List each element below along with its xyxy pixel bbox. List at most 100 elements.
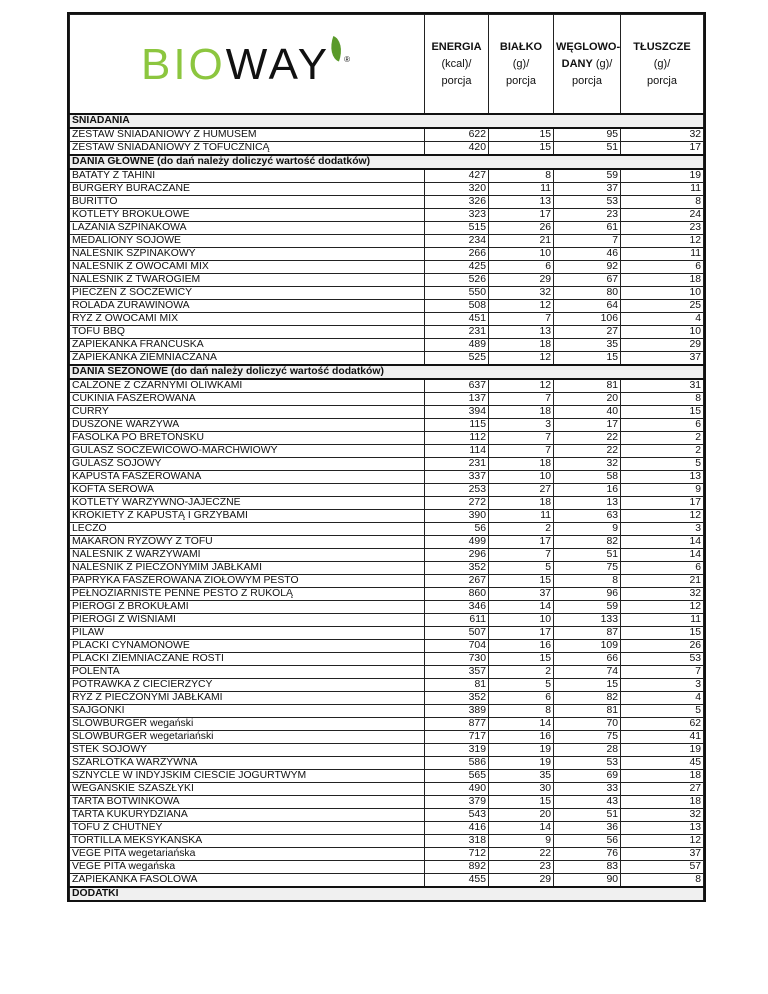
- dish-name: KOTLETY BROKUŁOWE: [69, 208, 425, 222]
- fat-value: 32: [620, 587, 704, 601]
- dish-name: TORTILLA MEKSYKAŃSKA: [69, 834, 425, 848]
- energy-value: 112: [424, 431, 489, 445]
- carbs-value: 15: [553, 351, 621, 366]
- carbs-value: 67: [553, 273, 621, 287]
- protein-value: 18: [488, 457, 554, 471]
- nutrition-sheet: BIO WAY ® ENERGIA (kcal)/porcja BIAŁKO (g)/p…: [67, 12, 706, 902]
- carbs-value: 75: [553, 561, 621, 575]
- fat-value: 5: [620, 457, 704, 471]
- fat-value: 4: [620, 312, 704, 326]
- carbs-value: 36: [553, 821, 621, 835]
- fat-value: 17: [620, 141, 704, 156]
- section-header: DODATKI: [69, 886, 704, 902]
- fat-value: 6: [620, 561, 704, 575]
- fat-value: 3: [620, 678, 704, 692]
- nutrition-table: BIO WAY ® ENERGIA (kcal)/porcja BIAŁKO (g)/p…: [69, 14, 704, 902]
- dish-name: SZNYCLE W INDYJSKIM CIEŚCIE JOGURTWYM: [69, 769, 425, 783]
- energy-value: 323: [424, 208, 489, 222]
- carbs-value: 8: [553, 574, 621, 588]
- fat-value: 10: [620, 286, 704, 300]
- energy-value: 253: [424, 483, 489, 497]
- carbs-value: 40: [553, 405, 621, 419]
- fat-value: 19: [620, 168, 704, 183]
- carbs-value: 75: [553, 730, 621, 744]
- dish-name: CALZONE Z CZARNYMI OLIWKAMI: [69, 378, 425, 393]
- dish-name: GULASZ SOCZEWICOWO-MARCHWIOWY: [69, 444, 425, 458]
- protein-value: 13: [488, 195, 554, 209]
- carbs-value: 37: [553, 182, 621, 196]
- fat-value: 3: [620, 522, 704, 536]
- energy-value: 490: [424, 782, 489, 796]
- table-row: ROLADA ŻURAWINOWA 508 12 64 25: [69, 299, 704, 313]
- energy-value: 272: [424, 496, 489, 510]
- carbs-value: 15: [553, 678, 621, 692]
- table-row: LAZANIA SZPINAKOWA 515 26 61 23: [69, 221, 704, 235]
- dish-name: BURITTO: [69, 195, 425, 209]
- dish-name: MAKARON RYŻOWY Z TOFU: [69, 535, 425, 549]
- carbs-value: 61: [553, 221, 621, 235]
- header-row: BIO WAY ® ENERGIA (kcal)/porcja BIAŁKO (g)/p…: [69, 14, 704, 115]
- energy-value: 611: [424, 613, 489, 627]
- dish-name: VEGE PITA wegetariańska: [69, 847, 425, 861]
- dish-name: KROKIETY Z KAPUSTĄ I GRZYBAMI: [69, 509, 425, 523]
- energy-value: 565: [424, 769, 489, 783]
- fat-value: 21: [620, 574, 704, 588]
- dish-name: NALEŚNIK SZPINAKOWY: [69, 247, 425, 261]
- energy-value: 296: [424, 548, 489, 562]
- carbs-value: 56: [553, 834, 621, 848]
- fat-value: 11: [620, 247, 704, 261]
- energy-value: 416: [424, 821, 489, 835]
- dish-name: RYŻ Z OWOCAMI MIX: [69, 312, 425, 326]
- protein-value: 3: [488, 418, 554, 432]
- energy-value: 455: [424, 873, 489, 888]
- table-row: STEK SOJOWY 319 19 28 19: [69, 743, 704, 757]
- carbs-value: 22: [553, 431, 621, 445]
- table-row: NALEŚNIK SZPINAKOWY 266 10 46 11: [69, 247, 704, 261]
- protein-value: 6: [488, 260, 554, 274]
- protein-value: 19: [488, 756, 554, 770]
- protein-value: 37: [488, 587, 554, 601]
- fat-value: 26: [620, 639, 704, 653]
- dish-name: ZESTAW ŚNIADANIOWY Z HUMUSEM: [69, 127, 425, 142]
- fat-value: 23: [620, 221, 704, 235]
- carbs-value: 17: [553, 418, 621, 432]
- protein-value: 7: [488, 548, 554, 562]
- protein-value: 17: [488, 208, 554, 222]
- protein-value: 10: [488, 613, 554, 627]
- table-row: WEGAŃSKIE SZASZŁYKI 490 30 33 27: [69, 782, 704, 796]
- dish-name: BATATY Z TAHINI: [69, 168, 425, 183]
- energy-value: 337: [424, 470, 489, 484]
- table-row: NALEŚNIK Z PIECZONYMIM JABŁKAMI 352 5 75 6: [69, 561, 704, 575]
- dish-name: FASOLKA PO BRETOŃSKU: [69, 431, 425, 445]
- protein-value: 30: [488, 782, 554, 796]
- dish-name: PEŁNOZIARNISTE PENNE PESTO Z RUKOLĄ: [69, 587, 425, 601]
- protein-value: 11: [488, 509, 554, 523]
- fat-value: 8: [620, 392, 704, 406]
- protein-value: 12: [488, 299, 554, 313]
- energy-value: 352: [424, 561, 489, 575]
- carbs-value: 95: [553, 127, 621, 142]
- table-row: FASOLKA PO BRETOŃSKU 112 7 22 2: [69, 431, 704, 445]
- bioway-logo: BIO WAY ®: [72, 36, 422, 86]
- table-row: KROKIETY Z KAPUSTĄ I GRZYBAMI 390 11 63 12: [69, 509, 704, 523]
- section-header: DANIA SEZONOWE (do dań należy doliczyć w…: [69, 364, 704, 380]
- protein-value: 19: [488, 743, 554, 757]
- energy-value: 712: [424, 847, 489, 861]
- table-row: TARTA BOTWINKOWA 379 15 43 18: [69, 795, 704, 809]
- carbs-value: 82: [553, 535, 621, 549]
- fat-value: 12: [620, 600, 704, 614]
- dish-name: RYŻ Z PIECZONYMI JABŁKAMI: [69, 691, 425, 705]
- table-row: KOFTA SEROWA 253 27 16 9: [69, 483, 704, 497]
- energy-value: 114: [424, 444, 489, 458]
- table-row: ZESTAW ŚNIADANIOWY Z TOFUCZNICĄ 420 15 51 17: [69, 141, 704, 156]
- logo-cell: BIO WAY ®: [69, 14, 425, 115]
- energy-value: 730: [424, 652, 489, 666]
- protein-value: 20: [488, 808, 554, 822]
- protein-value: 21: [488, 234, 554, 248]
- energy-value: 550: [424, 286, 489, 300]
- fat-value: 12: [620, 834, 704, 848]
- protein-value: 5: [488, 561, 554, 575]
- dish-name: VEGE PITA wegańska: [69, 860, 425, 874]
- table-row: MEDALIONY SOJOWE 234 21 7 12: [69, 234, 704, 248]
- protein-value: 27: [488, 483, 554, 497]
